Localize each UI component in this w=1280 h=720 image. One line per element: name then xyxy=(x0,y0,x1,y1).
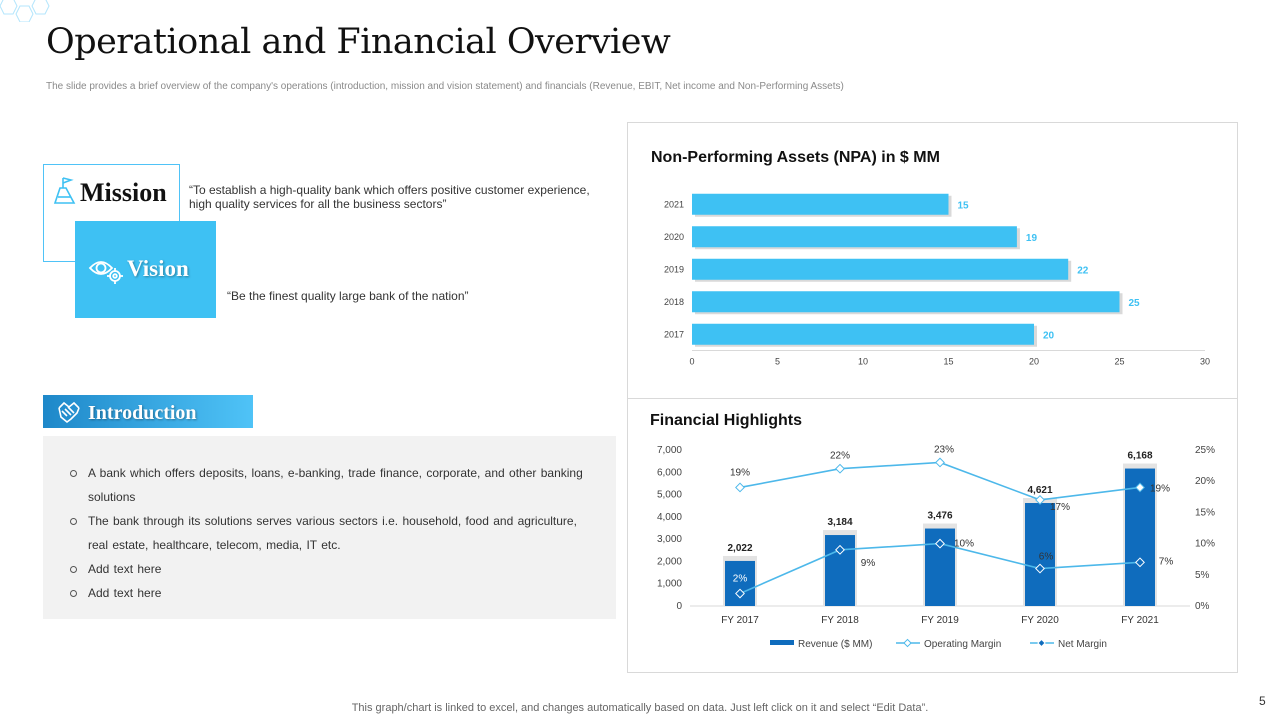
net-margin-data-label: 9% xyxy=(861,558,876,569)
revenue-data-label: 6,168 xyxy=(1127,451,1152,462)
npa-bar[interactable] xyxy=(692,291,1120,313)
operating-margin-data-label: 23% xyxy=(934,444,954,455)
revenue-data-label: 3,184 xyxy=(827,517,852,528)
net-margin-marker[interactable] xyxy=(935,538,945,549)
npa-data-label: 15 xyxy=(958,200,970,211)
x-tick-label: 15 xyxy=(943,357,953,367)
net-margin-marker[interactable] xyxy=(1035,563,1045,574)
npa-bar[interactable] xyxy=(692,323,1034,345)
legend-net-marker xyxy=(1037,638,1046,648)
operating-margin-marker[interactable] xyxy=(1135,482,1145,493)
y-tick-label: 2019 xyxy=(664,264,684,274)
y-left-tick-label: 1,000 xyxy=(657,579,682,590)
footer-note: This graph/chart is linked to excel, and… xyxy=(351,702,929,714)
hexagon-decoration xyxy=(0,0,50,22)
list-item: A bank which offers deposits, loans, e-b… xyxy=(70,461,590,509)
net-margin-marker[interactable] xyxy=(835,544,845,555)
npa-data-label: 19 xyxy=(1026,233,1038,244)
net-margin-data-label: 6% xyxy=(1039,552,1054,563)
revenue-data-label: 2,022 xyxy=(727,543,752,554)
y-right-tick-label: 5% xyxy=(1195,570,1210,581)
x-tick-label: FY 2021 xyxy=(1121,615,1159,626)
npa-bar-chart[interactable]: 0 5 10 15 20 25 30 2021 15 2020 19 2019 22 2018 25 2017… xyxy=(640,180,1230,380)
handshake-icon xyxy=(58,401,80,424)
y-right-tick-label: 0% xyxy=(1195,601,1210,612)
revenue-bar[interactable] xyxy=(725,560,755,606)
x-tick-label: FY 2020 xyxy=(1021,615,1059,626)
revenue-bar[interactable] xyxy=(1025,503,1055,606)
y-tick-label: 2021 xyxy=(664,199,684,209)
x-tick-label: 25 xyxy=(1114,357,1124,367)
y-left-tick-label: 3,000 xyxy=(657,534,682,545)
vision-card xyxy=(75,221,216,318)
npa-data-label: 20 xyxy=(1043,330,1055,341)
vision-label: Vision xyxy=(127,256,189,281)
npa-bar[interactable] xyxy=(692,193,949,215)
introduction-panel xyxy=(43,436,616,619)
operating-margin-marker[interactable] xyxy=(935,457,945,468)
y-right-tick-label: 10% xyxy=(1195,539,1215,550)
net-margin-data-label: 2% xyxy=(733,574,748,585)
operating-margin-marker[interactable] xyxy=(1035,494,1045,505)
y-left-tick-label: 4,000 xyxy=(657,512,682,523)
eye-gear-icon xyxy=(88,261,123,284)
npa-data-label: 22 xyxy=(1077,265,1089,276)
x-tick-label: 0 xyxy=(689,357,694,367)
financial-chart-title: Financial Highlights xyxy=(650,412,803,429)
page-subtitle: The slide provides a brief overview of t… xyxy=(46,81,844,92)
y-left-tick-label: 2,000 xyxy=(657,556,682,567)
y-tick-label: 2020 xyxy=(664,232,684,242)
net-margin-data-label: 7% xyxy=(1159,556,1174,567)
legend-operating-marker xyxy=(903,638,912,648)
y-tick-label: 2017 xyxy=(664,329,684,339)
revenue-data-label: 4,621 xyxy=(1027,485,1052,496)
page-number: 5 xyxy=(1259,694,1266,708)
net-margin-marker[interactable] xyxy=(735,588,745,599)
operating-margin-line[interactable] xyxy=(739,461,1141,501)
x-tick-label: 30 xyxy=(1200,357,1210,367)
npa-bar[interactable] xyxy=(692,258,1069,280)
operating-margin-data-label: 17% xyxy=(1050,502,1070,513)
legend-net-label: Net Margin xyxy=(1058,639,1107,650)
legend-revenue-label: Revenue ($ MM) xyxy=(798,639,872,650)
vision-statement: “Be the finest quality large bank of the… xyxy=(227,289,469,303)
revenue-data-label: 3,476 xyxy=(927,511,952,522)
npa-bar[interactable] xyxy=(692,226,1017,248)
operating-margin-data-label: 19% xyxy=(730,467,750,478)
npa-data-label: 25 xyxy=(1129,298,1141,309)
list-item: Add text here xyxy=(70,581,590,605)
y-left-tick-label: 0 xyxy=(676,601,682,612)
x-tick-label: 10 xyxy=(858,357,868,367)
page-title: Operational and Financial Overview xyxy=(46,22,671,62)
legend-revenue-swatch xyxy=(770,640,794,645)
introduction-list: A bank which offers deposits, loans, e-b… xyxy=(70,461,590,605)
x-tick-label: 20 xyxy=(1029,357,1039,367)
y-right-tick-label: 15% xyxy=(1195,507,1215,518)
net-margin-data-label: 10% xyxy=(954,539,974,550)
y-left-tick-label: 6,000 xyxy=(657,467,682,478)
legend-operating-label: Operating Margin xyxy=(924,639,1001,650)
x-tick-label: FY 2019 xyxy=(921,615,959,626)
mission-statement: “To establish a high-quality bank which … xyxy=(189,183,590,211)
npa-chart-title: Non-Performing Assets (NPA) in $ MM xyxy=(651,149,940,166)
mission-label: Mission xyxy=(80,178,167,207)
operating-margin-marker[interactable] xyxy=(735,482,745,493)
operating-margin-data-label: 22% xyxy=(830,451,850,462)
list-item: The bank through its solutions serves va… xyxy=(70,509,590,557)
x-tick-label: FY 2018 xyxy=(821,615,859,626)
y-right-tick-label: 25% xyxy=(1195,445,1215,456)
x-tick-label: 5 xyxy=(775,357,780,367)
y-left-tick-label: 5,000 xyxy=(657,490,682,501)
flask-flag-icon xyxy=(53,177,76,204)
operating-margin-data-label: 19% xyxy=(1150,483,1170,494)
list-item: Add text here xyxy=(70,557,590,581)
operating-margin-marker[interactable] xyxy=(835,463,845,474)
financial-combo-chart[interactable]: 0 1,000 2,000 3,000 4,000 5,000 6,000 7,000 0% 5%… xyxy=(640,438,1230,663)
y-right-tick-label: 20% xyxy=(1195,476,1215,487)
net-margin-marker[interactable] xyxy=(1135,557,1145,568)
y-tick-label: 2018 xyxy=(664,297,684,307)
introduction-label: Introduction xyxy=(88,402,197,424)
y-left-tick-label: 7,000 xyxy=(657,445,682,456)
x-tick-label: FY 2017 xyxy=(721,615,759,626)
